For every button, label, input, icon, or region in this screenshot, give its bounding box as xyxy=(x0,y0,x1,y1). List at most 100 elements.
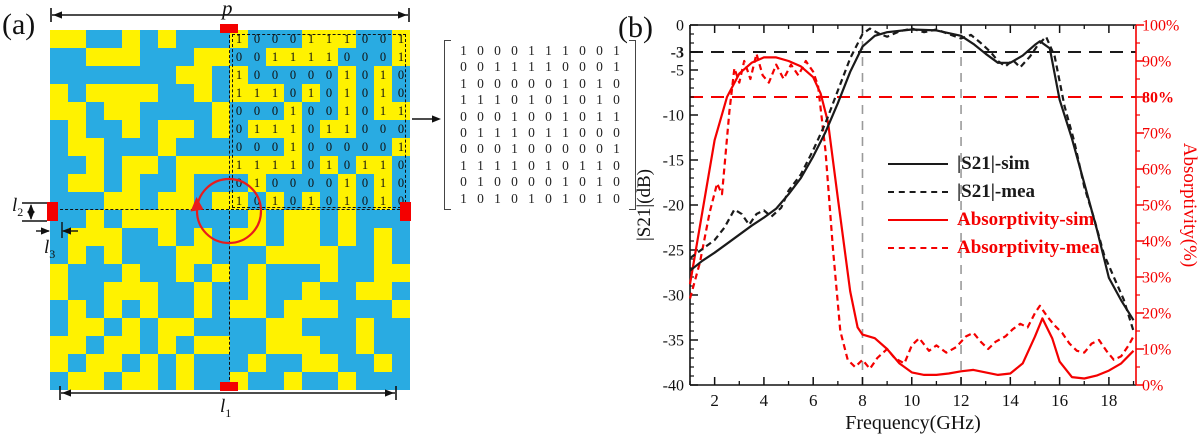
grid-cell xyxy=(158,318,176,336)
grid-cell xyxy=(392,264,410,282)
matrix-bracket-right xyxy=(629,40,636,210)
grid-cell xyxy=(248,372,266,390)
overlay-digit: 0 xyxy=(271,176,279,190)
grid-cell xyxy=(356,210,374,228)
overlay-digit: 0 xyxy=(361,122,369,136)
grid-cell xyxy=(230,336,248,354)
grid-cell xyxy=(140,354,158,372)
matrix-digit: 0 xyxy=(579,174,586,190)
grid-cell xyxy=(266,138,284,156)
grid-cell xyxy=(194,138,212,156)
grid-cell xyxy=(104,120,122,138)
grid-cell xyxy=(68,372,86,390)
legend-line-sample xyxy=(888,163,948,165)
grid-cell xyxy=(338,354,356,372)
grid-cell xyxy=(140,372,158,390)
overlay-digit: 1 xyxy=(379,104,387,118)
overlay-digit: 1 xyxy=(235,68,243,82)
overlay-digit: 0 xyxy=(289,86,297,100)
overlay-digit: 0 xyxy=(397,68,405,82)
matrix-digit: 0 xyxy=(460,59,467,75)
grid-cell xyxy=(248,66,266,84)
grid-cell xyxy=(104,210,122,228)
grid-cell xyxy=(50,354,68,372)
overlay-digit: 1 xyxy=(235,194,243,208)
y-left-tick-label: -35 xyxy=(663,333,684,350)
grid-cell xyxy=(320,84,338,102)
grid-cell xyxy=(176,264,194,282)
matrix-digit: 0 xyxy=(596,141,603,157)
matrix-digit: 0 xyxy=(613,92,620,108)
grid-cell xyxy=(356,48,374,66)
grid-cell xyxy=(230,66,248,84)
legend-entry: |S21|-mea xyxy=(888,178,1099,206)
matrix-digit: 0 xyxy=(477,108,484,124)
grid-cell xyxy=(86,282,104,300)
matrix-digit: 1 xyxy=(562,75,569,91)
matrix-digit: 0 xyxy=(528,75,535,91)
matrix-digit: 0 xyxy=(579,75,586,91)
grid-cell xyxy=(284,282,302,300)
grid-cell xyxy=(158,120,176,138)
grid-cell xyxy=(104,66,122,84)
grid-cell xyxy=(86,318,104,336)
grid-cell xyxy=(158,84,176,102)
grid-cell xyxy=(50,372,68,390)
grid-cell xyxy=(86,120,104,138)
grid-cell xyxy=(158,300,176,318)
x-tick-label: 14 xyxy=(1002,391,1020,410)
legend-label: Absorptivity-mea xyxy=(957,237,1100,258)
grid-cell xyxy=(374,336,392,354)
grid-cell xyxy=(284,66,302,84)
grid-cell xyxy=(374,138,392,156)
grid-cell xyxy=(320,246,338,264)
grid-cell xyxy=(140,30,158,48)
grid-cell xyxy=(302,354,320,372)
grid-cell xyxy=(194,156,212,174)
grid-cell xyxy=(248,174,266,192)
matrix-digit: 0 xyxy=(545,190,552,206)
matrix-digit: 1 xyxy=(596,174,603,190)
grid-cell xyxy=(374,120,392,138)
grid-cell xyxy=(158,372,176,390)
grid-cell xyxy=(50,246,68,264)
overlay-digit: 0 xyxy=(235,140,243,154)
overlay-digit: 1 xyxy=(343,86,351,100)
x-tick-label: 6 xyxy=(809,391,818,410)
overlay-digit: 0 xyxy=(307,158,315,172)
grid-cell xyxy=(50,102,68,120)
grid-cell xyxy=(284,102,302,120)
grid-cell xyxy=(320,102,338,120)
matrix-digit: 0 xyxy=(460,174,467,190)
overlay-digit: 1 xyxy=(325,50,333,64)
matrix-digit: 0 xyxy=(494,43,501,58)
overlay-digit: 1 xyxy=(343,104,351,118)
overlay-digit: 1 xyxy=(325,158,333,172)
matrix-digit: 1 xyxy=(460,75,467,91)
grid-cell xyxy=(374,228,392,246)
grid-cell xyxy=(356,282,374,300)
grid-cell xyxy=(158,156,176,174)
p-arrowhead xyxy=(398,11,407,19)
overlay-digit: 1 xyxy=(379,68,387,82)
grid-cell xyxy=(266,228,284,246)
grid-cell xyxy=(302,156,320,174)
overlay-digit: 0 xyxy=(253,50,261,64)
legend-label: Absorptivity-sim xyxy=(957,209,1095,230)
matrix-digit: 0 xyxy=(613,157,620,173)
overlay-digit: 0 xyxy=(397,158,405,172)
matrix-digit: 1 xyxy=(460,92,467,108)
matrix-digit: 1 xyxy=(596,92,603,108)
overlay-digit: 1 xyxy=(397,32,405,46)
grid-cell xyxy=(158,282,176,300)
grid-cell xyxy=(68,120,86,138)
grid-cell xyxy=(338,174,356,192)
grid-cell xyxy=(194,228,212,246)
grid-cell xyxy=(86,174,104,192)
grid-cell xyxy=(50,66,68,84)
overlay-digit: 1 xyxy=(235,158,243,172)
overlay-digit: 0 xyxy=(379,140,387,154)
